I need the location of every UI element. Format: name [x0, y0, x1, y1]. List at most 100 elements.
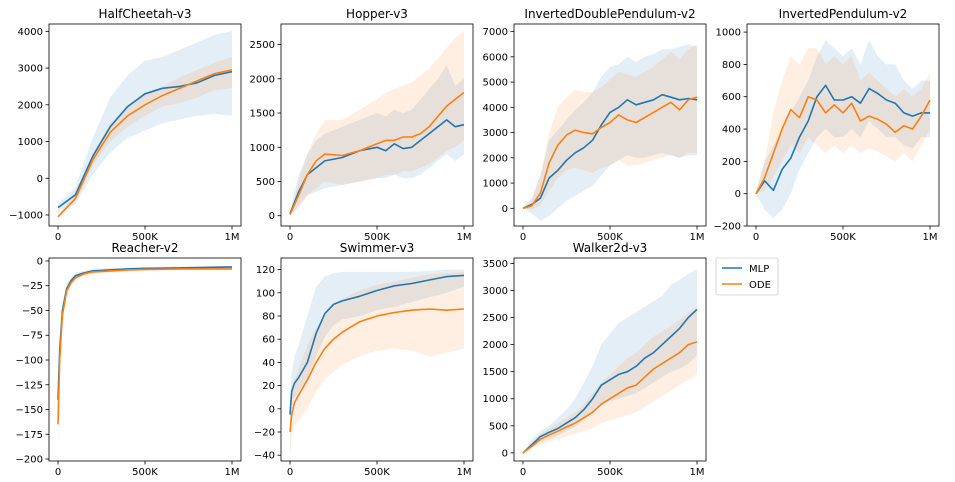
y-tick-label: −200: [714, 222, 741, 233]
x-tick-label: 500K: [597, 232, 623, 243]
chart-title: InvertedDoublePendulum-v2: [524, 7, 695, 21]
x-tick-label: 0: [520, 232, 526, 243]
y-tick-label: 6000: [483, 52, 508, 63]
plot-area-invertedpendulum-v2: [755, 40, 931, 218]
y-tick-label: −100: [16, 355, 43, 366]
panel-swimmer-v3: Swimmer-v3 0 500K 1M −40 −20 0 20 40 60 80 100 120: [254, 241, 474, 478]
y-tick-label: −20: [254, 428, 275, 439]
y-tick-label: 1500: [483, 367, 508, 378]
chart-title: InvertedPendulum-v2: [779, 7, 908, 21]
y-tick-label: −40: [254, 451, 275, 462]
plot-area-walker2d-v3: [522, 268, 698, 454]
band-ode: [58, 57, 232, 219]
y-tick-label: −50: [22, 306, 43, 317]
x-tick-label: 1M: [690, 467, 705, 478]
y-tick-label: 0: [37, 174, 43, 185]
x-tick-label: 0: [55, 467, 61, 478]
x-tick-label: 1M: [225, 232, 240, 243]
x-tick-label: 500K: [364, 467, 390, 478]
y-tick-label: −75: [22, 331, 43, 342]
band-ode: [523, 44, 697, 210]
plot-area-inverteddoublependulum-v2: [522, 44, 698, 221]
chart-title: HalfCheetah-v3: [98, 7, 191, 21]
x-tick-label: 1M: [225, 467, 240, 478]
chart-title: Hopper-v3: [346, 7, 408, 21]
line-ode: [522, 96, 698, 210]
plot-area-swimmer-v3: [289, 269, 465, 456]
y-tick-label: 2000: [250, 74, 275, 85]
line-mlp: [289, 274, 465, 415]
band-mlp: [756, 40, 930, 218]
y-tick-label: 80: [262, 312, 275, 323]
band-ode: [756, 48, 930, 194]
chart-title: Reacher-v2: [111, 241, 178, 255]
y-tick-label: −150: [16, 405, 43, 416]
y-tick-label: 60: [262, 335, 275, 346]
y-tick-label: 0: [502, 448, 508, 459]
band-mlp: [523, 44, 697, 221]
x-tick-label: 500K: [132, 232, 158, 243]
x-tick-label: 0: [287, 232, 293, 243]
line-ode: [57, 69, 233, 218]
y-tick-label: 40: [262, 358, 275, 369]
plot-area-halfcheetah-v3: [57, 31, 233, 219]
y-tick-label: 500: [489, 421, 508, 432]
y-tick-label: 0: [269, 404, 275, 415]
line-ode: [755, 95, 931, 195]
x-tick-label: 500K: [132, 467, 158, 478]
y-tick-label: 2500: [483, 313, 508, 324]
y-tick-label: 1000: [18, 137, 43, 148]
band-ode: [290, 30, 464, 216]
legend: MLP ODE: [715, 257, 779, 296]
line-mlp: [289, 119, 465, 214]
y-tick-label: 5000: [483, 78, 508, 89]
y-tick-label: 0: [502, 204, 508, 215]
panel-inverteddoublependulum-v2: InvertedDoublePendulum-v2 0 500K 1M 0 1000 200…: [483, 7, 707, 243]
y-tick-label: 2000: [18, 100, 43, 111]
band-ode: [58, 266, 232, 450]
x-tick-label: 0: [520, 467, 526, 478]
x-tick-label: 500K: [597, 467, 623, 478]
axes-frame: [48, 257, 242, 462]
y-tick-label: 500: [256, 177, 275, 188]
y-tick-label: 1000: [483, 394, 508, 405]
y-tick-label: 400: [722, 125, 741, 136]
y-tick-label: −1000: [9, 210, 43, 221]
y-tick-label: 1500: [250, 109, 275, 120]
line-mlp: [57, 266, 233, 400]
y-tick-label: 7000: [483, 27, 508, 38]
band-mlp: [290, 65, 464, 216]
line-ode: [289, 308, 465, 433]
x-tick-label: 1M: [690, 232, 705, 243]
y-tick-label: −25: [22, 281, 43, 292]
band-mlp: [290, 269, 464, 427]
x-tick-label: 1M: [923, 232, 938, 243]
y-tick-label: 0: [269, 211, 275, 222]
line-mlp: [755, 84, 930, 195]
x-tick-label: 500K: [364, 232, 390, 243]
line-ode: [522, 341, 698, 454]
x-tick-label: 1M: [457, 467, 472, 478]
y-tick-label: 100: [256, 288, 275, 299]
y-tick-label: 3000: [483, 128, 508, 139]
y-tick-label: 3000: [483, 286, 508, 297]
y-tick-label: 2000: [483, 340, 508, 351]
y-tick-label: 1000: [483, 179, 508, 190]
y-tick-label: 1000: [716, 28, 741, 39]
chart-title: Walker2d-v3: [573, 241, 648, 255]
legend-label-mlp: MLP: [749, 264, 769, 275]
legend-label-ode: ODE: [749, 280, 771, 291]
y-tick-label: 3000: [18, 64, 43, 75]
y-tick-label: 600: [722, 92, 741, 103]
y-tick-label: 4000: [483, 103, 508, 114]
panel-walker2d-v3: Walker2d-v3 0 500K 1M 0 500 1000 1500 2000 2500 30…: [483, 241, 707, 478]
x-tick-label: 1M: [457, 232, 472, 243]
panel-reacher-v2: Reacher-v2 0 500K 1M 0 −25 −50 −75 −100 −125 −150 −…: [16, 241, 242, 478]
x-tick-label: 500K: [830, 232, 856, 243]
line-ode: [289, 91, 465, 215]
y-tick-label: 2500: [250, 40, 275, 51]
y-tick-label: 0: [37, 256, 43, 267]
panel-invertedpendulum-v2: InvertedPendulum-v2 0 500K 1M −200 0 200 400 600…: [714, 7, 940, 243]
band-ode: [290, 271, 464, 456]
